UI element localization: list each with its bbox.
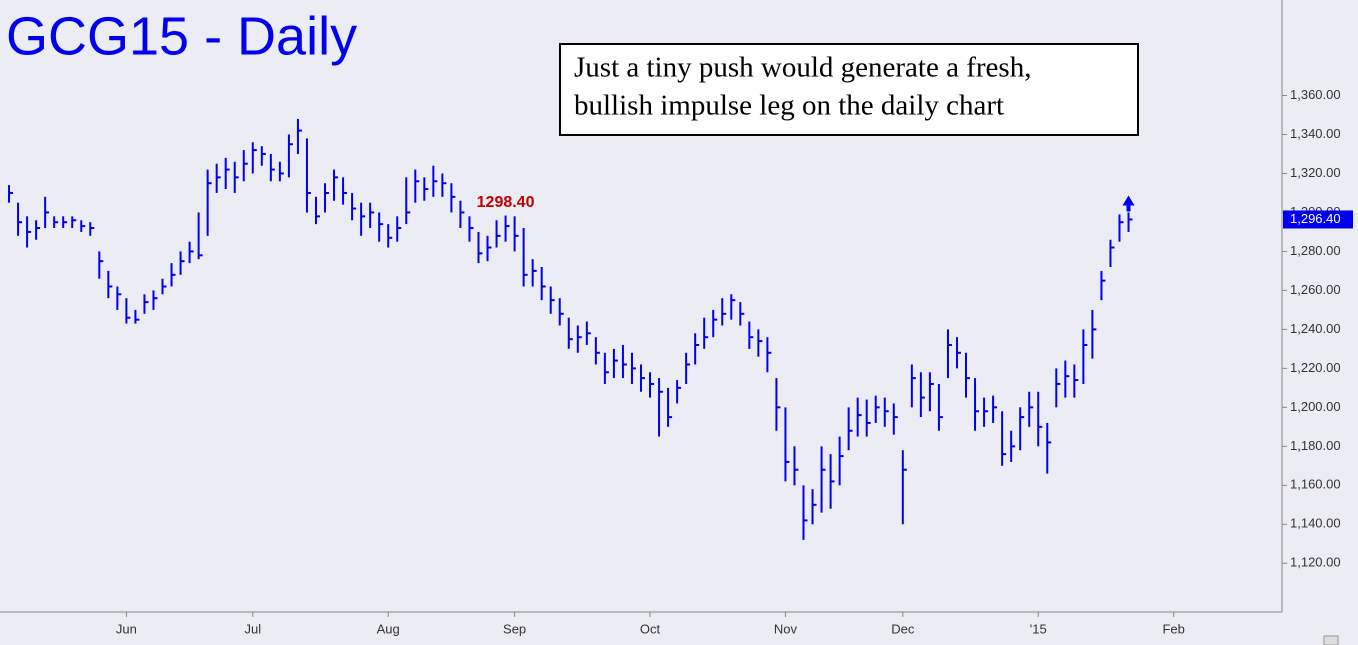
- y-tick-label: 1,220.00: [1290, 360, 1341, 375]
- x-tick-label: Jun: [116, 621, 137, 636]
- y-tick-label: 1,260.00: [1290, 282, 1341, 297]
- x-tick-label: Dec: [891, 621, 915, 636]
- last-price-tag: [1283, 210, 1353, 229]
- scroll-button[interactable]: [1323, 635, 1339, 645]
- annotation-line: Just a tiny push would generate a fresh,: [574, 52, 1031, 84]
- up-arrow: [1122, 195, 1135, 212]
- y-tick-label: 1,340.00: [1290, 126, 1341, 141]
- y-tick-label: 1,200.00: [1290, 399, 1341, 414]
- chart-title: GCG15 - Daily: [6, 6, 357, 66]
- x-tick-label: Aug: [377, 621, 400, 636]
- x-tick-label: Jul: [244, 621, 261, 636]
- price-annotation: 1298.40: [477, 194, 535, 211]
- x-tick-label: Nov: [774, 621, 798, 636]
- x-tick-label: Feb: [1162, 621, 1184, 636]
- y-tick-label: 1,320.00: [1290, 165, 1341, 180]
- x-tick-label: Sep: [503, 621, 526, 636]
- last-price-label: 1,296.40: [1290, 211, 1341, 226]
- y-tick-label: 1,160.00: [1290, 477, 1341, 492]
- annotation-line: bullish impulse leg on the daily chart: [574, 90, 1004, 122]
- y-tick-label: 1,180.00: [1290, 438, 1341, 453]
- y-tick-label: 1,120.00: [1290, 555, 1341, 570]
- annotation-box: [559, 43, 1139, 136]
- y-tick-label: 1,280.00: [1290, 243, 1341, 258]
- y-tick-label: 1,360.00: [1290, 87, 1341, 102]
- y-tick-label: 1,140.00: [1290, 516, 1341, 531]
- x-tick-label: Oct: [640, 621, 661, 636]
- x-tick-label: '15: [1030, 621, 1047, 636]
- y-tick-label: 1,240.00: [1290, 321, 1341, 336]
